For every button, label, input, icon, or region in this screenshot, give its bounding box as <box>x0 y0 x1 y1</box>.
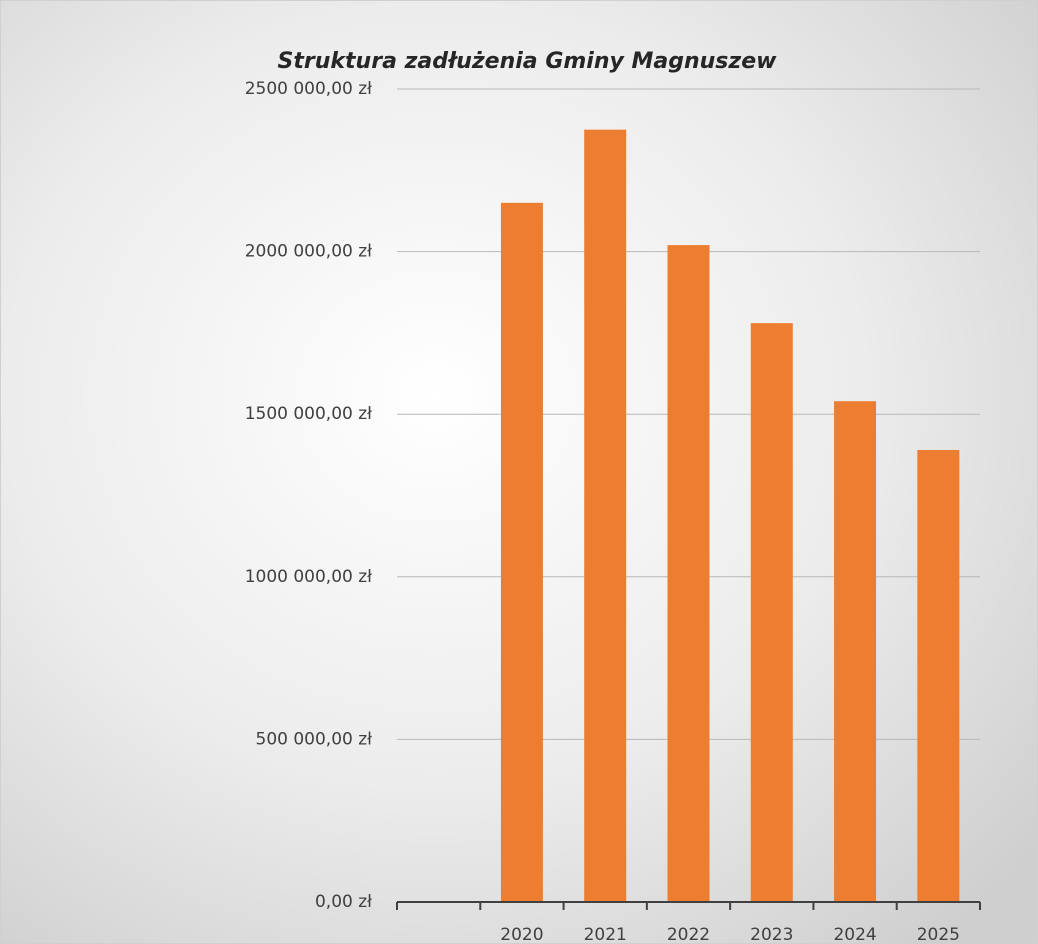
y-tick-label: 1000 000,00 zł <box>245 567 372 587</box>
bar <box>500 202 543 902</box>
bar <box>834 401 877 902</box>
y-tick-label: 1500 000,00 zł <box>245 404 372 424</box>
y-tick-label: 2000 000,00 zł <box>245 242 372 262</box>
bar <box>667 245 710 902</box>
y-tick-label: 0,00 zł <box>315 892 372 912</box>
y-tick-label: 500 000,00 zł <box>256 729 373 749</box>
x-tick-label: 2020 <box>500 925 543 944</box>
bar <box>584 129 627 902</box>
chart-title: Struktura zadłużenia Gminy Magnuszew <box>278 49 778 74</box>
x-tick-label: 2022 <box>667 925 710 944</box>
y-tick-label: 2500 000,00 zł <box>245 79 372 99</box>
x-tick-label: 2025 <box>917 925 960 944</box>
bar <box>917 449 960 902</box>
x-tick-label: 2024 <box>833 925 876 944</box>
x-tick-label: 2023 <box>750 925 793 944</box>
x-tick-label: 2021 <box>584 925 627 944</box>
bar <box>750 323 793 902</box>
